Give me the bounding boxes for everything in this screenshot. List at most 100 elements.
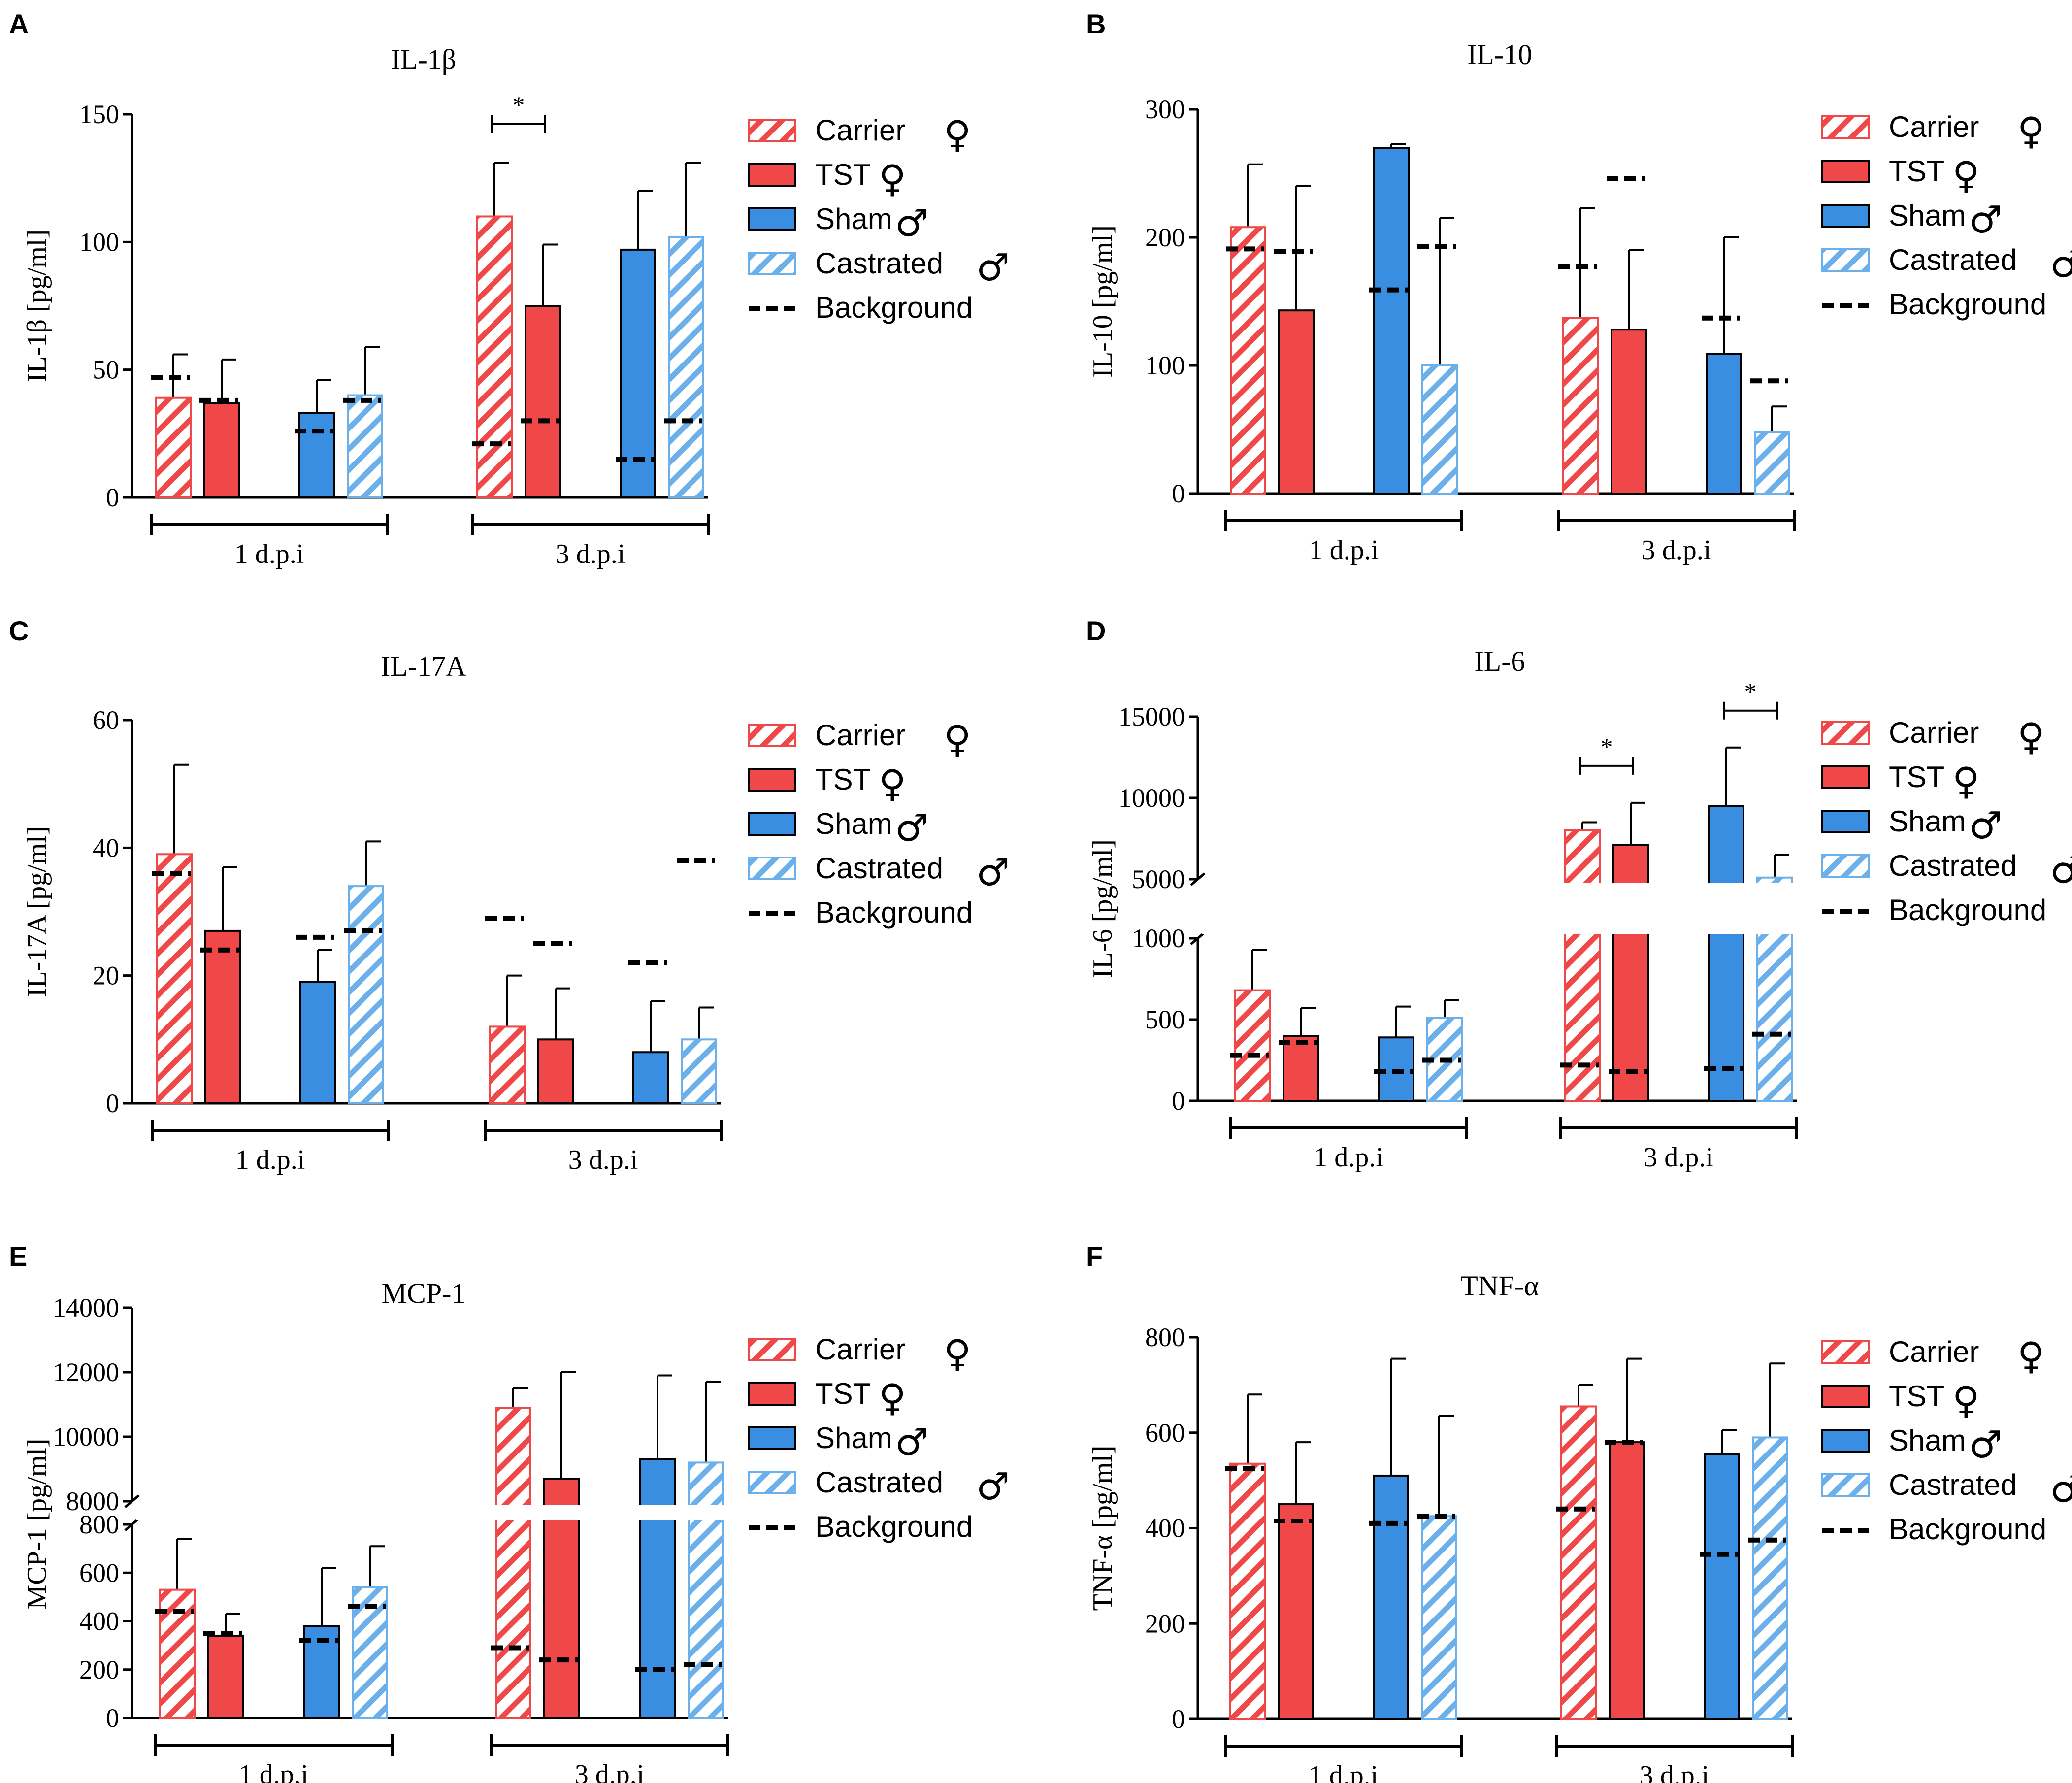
legend-label: Background [815, 291, 973, 324]
legend-label: Carrier [1889, 716, 1979, 749]
bar-carrier-1 [156, 853, 193, 1105]
chart-title: IL-6 [1474, 645, 1525, 677]
female-icon: ♀ [1952, 1378, 1980, 1422]
male-icon: ♂ [976, 1464, 1010, 1508]
bar-tst-2 [1611, 329, 1647, 495]
legend-label: Carrier [815, 1333, 905, 1366]
bar-carrier-2 [1562, 317, 1599, 495]
y-axis-label: MCP-1 [pg/ml] [22, 1439, 52, 1610]
chart-title: IL-10 [1467, 38, 1532, 70]
legend: Carrier ♀TST ♀Sham ♂Castrated ♂Background [748, 1331, 1010, 1543]
group-label: 3 d.p.i [568, 1145, 638, 1175]
legend-label: Background [1889, 288, 2046, 321]
legend-label: Castrated [815, 852, 943, 885]
legend-swatch [748, 1382, 796, 1406]
legend-label: Background [1889, 1513, 2046, 1546]
legend-swatch [748, 163, 796, 187]
male-icon: ♂ [2050, 242, 2072, 286]
legend-label: TST [815, 763, 871, 796]
y-tick-label: 0 [1172, 1086, 1185, 1116]
legend-label: TST [815, 1377, 871, 1410]
bar-tst-1 [1278, 309, 1315, 495]
bar-sham-2 [1704, 1453, 1740, 1720]
group-bracket: 1 d.p.i [1229, 1117, 1468, 1173]
legend-swatch [748, 812, 796, 836]
y-axis: 0 500 1000 5000 10000 15000 [1118, 702, 1206, 1116]
y-axis: 0 50 100 150 [79, 99, 133, 512]
panel-F: F TNF-α 0 200 400 600 800 TNF-α [pg/ml] 1 d.p.i 3… [1086, 1241, 2072, 1783]
bar-carrier-2 [1560, 1405, 1597, 1720]
y-axis: 0 20 40 60 [93, 705, 133, 1118]
axis-break-gap [136, 1505, 727, 1520]
group-label: 1 d.p.i [234, 539, 304, 569]
group-bracket: 1 d.p.i [151, 1120, 390, 1175]
male-icon: ♂ [895, 1420, 928, 1464]
y-tick-label: 5000 [1132, 864, 1185, 894]
group-label: 3 d.p.i [575, 1759, 645, 1783]
panel-A: A IL-1β 0 50 100 150 IL-1β [pg/ml] * 1 d.p.i 3 d.… [9, 8, 1010, 569]
legend: Carrier ♀TST ♀Sham ♂Castrated ♂Background [1821, 109, 2072, 321]
group-bracket: 3 d.p.i [490, 1734, 729, 1783]
y-tick-label: 40 [93, 833, 119, 862]
legend-swatch [1821, 1429, 1870, 1453]
male-icon: ♂ [2050, 848, 2072, 892]
chart-title: MCP-1 [382, 1277, 466, 1309]
y-tick-label: 300 [1145, 95, 1185, 124]
legend-swatch [1821, 765, 1870, 789]
legend-label: Castrated [1889, 243, 2017, 276]
chart-title: TNF-α [1460, 1270, 1539, 1302]
legend-label: Sham [815, 202, 892, 235]
y-axis-label: IL-6 [pg/ml] [1087, 839, 1118, 978]
y-axis: 0 200 400 600 800 [1145, 1322, 1199, 1734]
y-tick-label: 100 [79, 227, 119, 257]
legend-swatch [1821, 115, 1870, 139]
bar-sham-1 [1373, 147, 1410, 495]
y-tick-label: 60 [93, 705, 119, 735]
male-icon: ♂ [976, 850, 1010, 894]
legend-label: Background [815, 1510, 973, 1543]
male-icon: ♂ [895, 201, 928, 245]
female-icon: ♀ [2017, 109, 2045, 153]
y-tick-label: 200 [1145, 223, 1185, 252]
bar-sham-1 [298, 412, 335, 499]
female-icon: ♀ [2017, 715, 2045, 759]
group-bracket: 3 d.p.i [484, 1120, 723, 1175]
legend-label: Carrier [815, 114, 905, 147]
group-label: 1 d.p.i [1309, 1760, 1379, 1783]
legend-swatch [748, 252, 796, 275]
group-label: 3 d.p.i [1642, 535, 1711, 565]
legend-label: Castrated [1889, 1468, 2017, 1501]
group-bracket: 1 d.p.i [1224, 1735, 1463, 1783]
group-label: 3 d.p.i [556, 539, 625, 569]
legend-label: Sham [815, 807, 892, 840]
bar-tst-1 [203, 402, 240, 498]
y-tick-label: 200 [79, 1655, 119, 1684]
y-tick-label: 500 [1145, 1005, 1185, 1034]
y-tick-label: 12000 [53, 1357, 119, 1387]
legend-label: Sham [1889, 1424, 1966, 1457]
legend-swatch [748, 119, 796, 142]
legend-swatch [1821, 721, 1870, 745]
group-bracket: 3 d.p.i [1559, 1117, 1798, 1173]
male-icon: ♂ [1969, 803, 2002, 847]
panel-letter: C [9, 615, 29, 646]
significance-label: * [513, 91, 525, 119]
legend-label: TST [1889, 1380, 1944, 1413]
bar-tst-1 [207, 1634, 244, 1719]
legend: Carrier ♀TST ♀Sham ♂Castrated ♂Background [748, 112, 1010, 324]
legend-swatch [1821, 248, 1870, 272]
female-icon: ♀ [944, 1331, 971, 1375]
axis-break-gap [1202, 883, 1796, 934]
panel-C: C IL-17A 0 20 40 60 IL-17A [pg/ml] 1 d.p.i 3 d.p… [9, 615, 1010, 1175]
legend-swatch [748, 1471, 796, 1494]
legend-swatch [748, 724, 796, 747]
legend-swatch [1821, 1340, 1870, 1364]
y-tick-label: 0 [1172, 479, 1185, 508]
y-tick-label: 14000 [53, 1293, 119, 1322]
panel-letter: E [9, 1241, 27, 1272]
bar-sham-2 [639, 1458, 676, 1719]
y-tick-label: 150 [79, 99, 119, 129]
legend-label: Carrier [815, 719, 905, 752]
